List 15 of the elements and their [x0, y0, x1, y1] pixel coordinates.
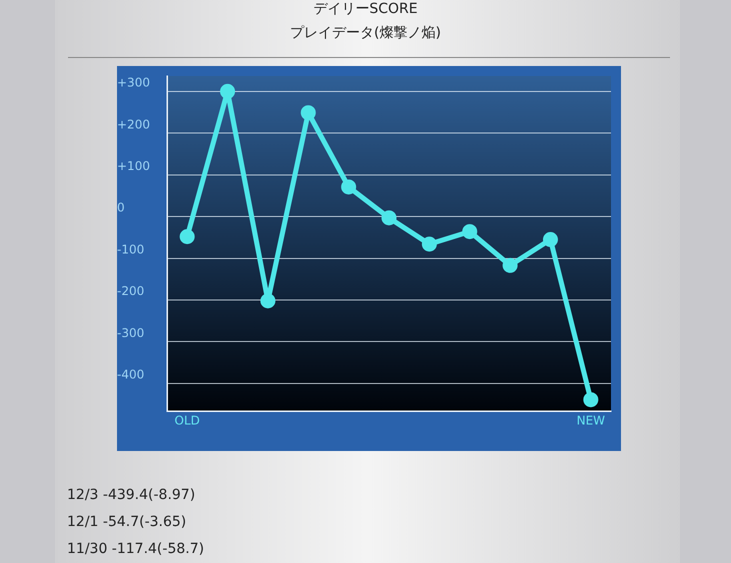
- y-tick-label: +100: [117, 159, 150, 173]
- y-tick-label: -200: [117, 284, 144, 298]
- y-tick-label: -100: [117, 242, 144, 256]
- y-tick-label: +300: [117, 76, 150, 90]
- x-tick-label: NEW: [576, 413, 606, 428]
- y-tick-label: -300: [117, 326, 144, 340]
- x-tick-label: OLD: [174, 413, 200, 428]
- text: 12/3 -439.4(-8.97): [67, 486, 196, 505]
- chart-title: デイリーSCORE: [312, 0, 419, 18]
- y-tick-label: 0: [117, 200, 125, 215]
- y-tick-label: -400: [117, 368, 144, 382]
- y-tick-label: +200: [117, 117, 150, 132]
- text: 11/30 -117.4(-58.7): [67, 540, 204, 559]
- text: 12/1 -54.7(-3.65): [67, 513, 188, 532]
- chart-subtitle: プレイデータ(燦撃ノ焔): [289, 24, 442, 42]
